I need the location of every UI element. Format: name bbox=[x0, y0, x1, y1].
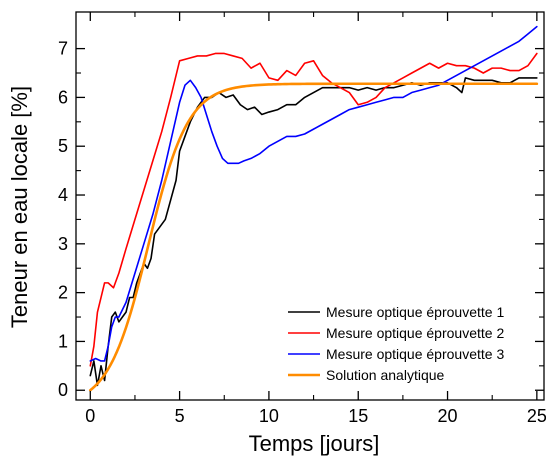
legend-label-solution-analytique: Solution analytique bbox=[326, 367, 445, 383]
x-tick-label: 0 bbox=[85, 406, 95, 426]
series-line-solution-analytique bbox=[88, 82, 539, 392]
series-line-mesure-optique-eprouvette-3 bbox=[89, 25, 538, 362]
y-tick-label: 6 bbox=[58, 87, 68, 107]
y-tick-label: 1 bbox=[58, 331, 68, 351]
x-axis-label: Temps [jours] bbox=[249, 431, 380, 456]
x-tick-label: 5 bbox=[175, 406, 185, 426]
y-tick-label: 7 bbox=[58, 39, 68, 59]
y-tick-label: 4 bbox=[58, 185, 68, 205]
legend-label-mesure-optique-eprouvette-2: Mesure optique éprouvette 2 bbox=[326, 325, 504, 341]
y-tick-label: 5 bbox=[58, 136, 68, 156]
x-tick-label: 10 bbox=[259, 406, 279, 426]
plot-frame bbox=[75, 11, 545, 401]
y-tick-label: 0 bbox=[58, 380, 68, 400]
y-tick-label: 2 bbox=[58, 283, 68, 303]
y-axis-label: Teneur en eau locale [%] bbox=[7, 86, 32, 328]
y-tick-label: 3 bbox=[58, 234, 68, 254]
series-line-mesure-optique-eprouvette-2 bbox=[89, 52, 538, 367]
x-tick-label: 20 bbox=[438, 406, 458, 426]
legend: Mesure optique éprouvette 1 Mesure optiqu… bbox=[288, 304, 504, 383]
legend-label-mesure-optique-eprouvette-1: Mesure optique éprouvette 1 bbox=[326, 304, 504, 320]
legend-label-mesure-optique-eprouvette-3: Mesure optique éprouvette 3 bbox=[326, 346, 504, 362]
x-tick-label: 15 bbox=[348, 406, 368, 426]
x-tick-label: 25 bbox=[527, 406, 546, 426]
